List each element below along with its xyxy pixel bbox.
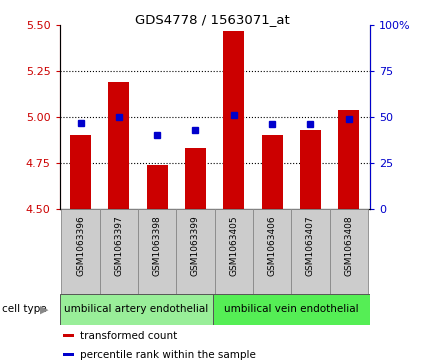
- Text: GDS4778 / 1563071_at: GDS4778 / 1563071_at: [135, 13, 290, 26]
- Bar: [223, 31, 244, 209]
- Text: ▶: ▶: [40, 305, 48, 314]
- Text: GSM1063397: GSM1063397: [114, 216, 123, 276]
- Text: umbilical artery endothelial: umbilical artery endothelial: [64, 305, 208, 314]
- Text: cell type: cell type: [2, 305, 47, 314]
- Bar: [62, 354, 74, 356]
- Text: umbilical vein endothelial: umbilical vein endothelial: [224, 305, 359, 314]
- Bar: [185, 148, 206, 209]
- Bar: [215, 209, 253, 294]
- Bar: [108, 82, 129, 209]
- Text: GSM1063405: GSM1063405: [229, 216, 238, 276]
- Bar: [338, 110, 359, 209]
- Bar: [253, 209, 291, 294]
- Text: transformed count: transformed count: [80, 331, 177, 340]
- Bar: [62, 209, 100, 294]
- Text: percentile rank within the sample: percentile rank within the sample: [80, 350, 256, 360]
- Text: GSM1063408: GSM1063408: [344, 216, 353, 276]
- Text: GSM1063398: GSM1063398: [153, 216, 162, 276]
- Text: GSM1063407: GSM1063407: [306, 216, 315, 276]
- Text: GSM1063396: GSM1063396: [76, 216, 85, 276]
- Bar: [147, 165, 168, 209]
- Bar: [62, 334, 74, 337]
- Bar: [138, 209, 176, 294]
- Bar: [291, 209, 329, 294]
- Text: GSM1063406: GSM1063406: [268, 216, 277, 276]
- Bar: [176, 209, 215, 294]
- Bar: [212, 294, 370, 325]
- Bar: [261, 135, 283, 209]
- Bar: [300, 130, 321, 209]
- Text: GSM1063399: GSM1063399: [191, 216, 200, 276]
- Bar: [100, 209, 138, 294]
- Bar: [70, 135, 91, 209]
- Bar: [329, 209, 368, 294]
- Bar: [60, 294, 212, 325]
